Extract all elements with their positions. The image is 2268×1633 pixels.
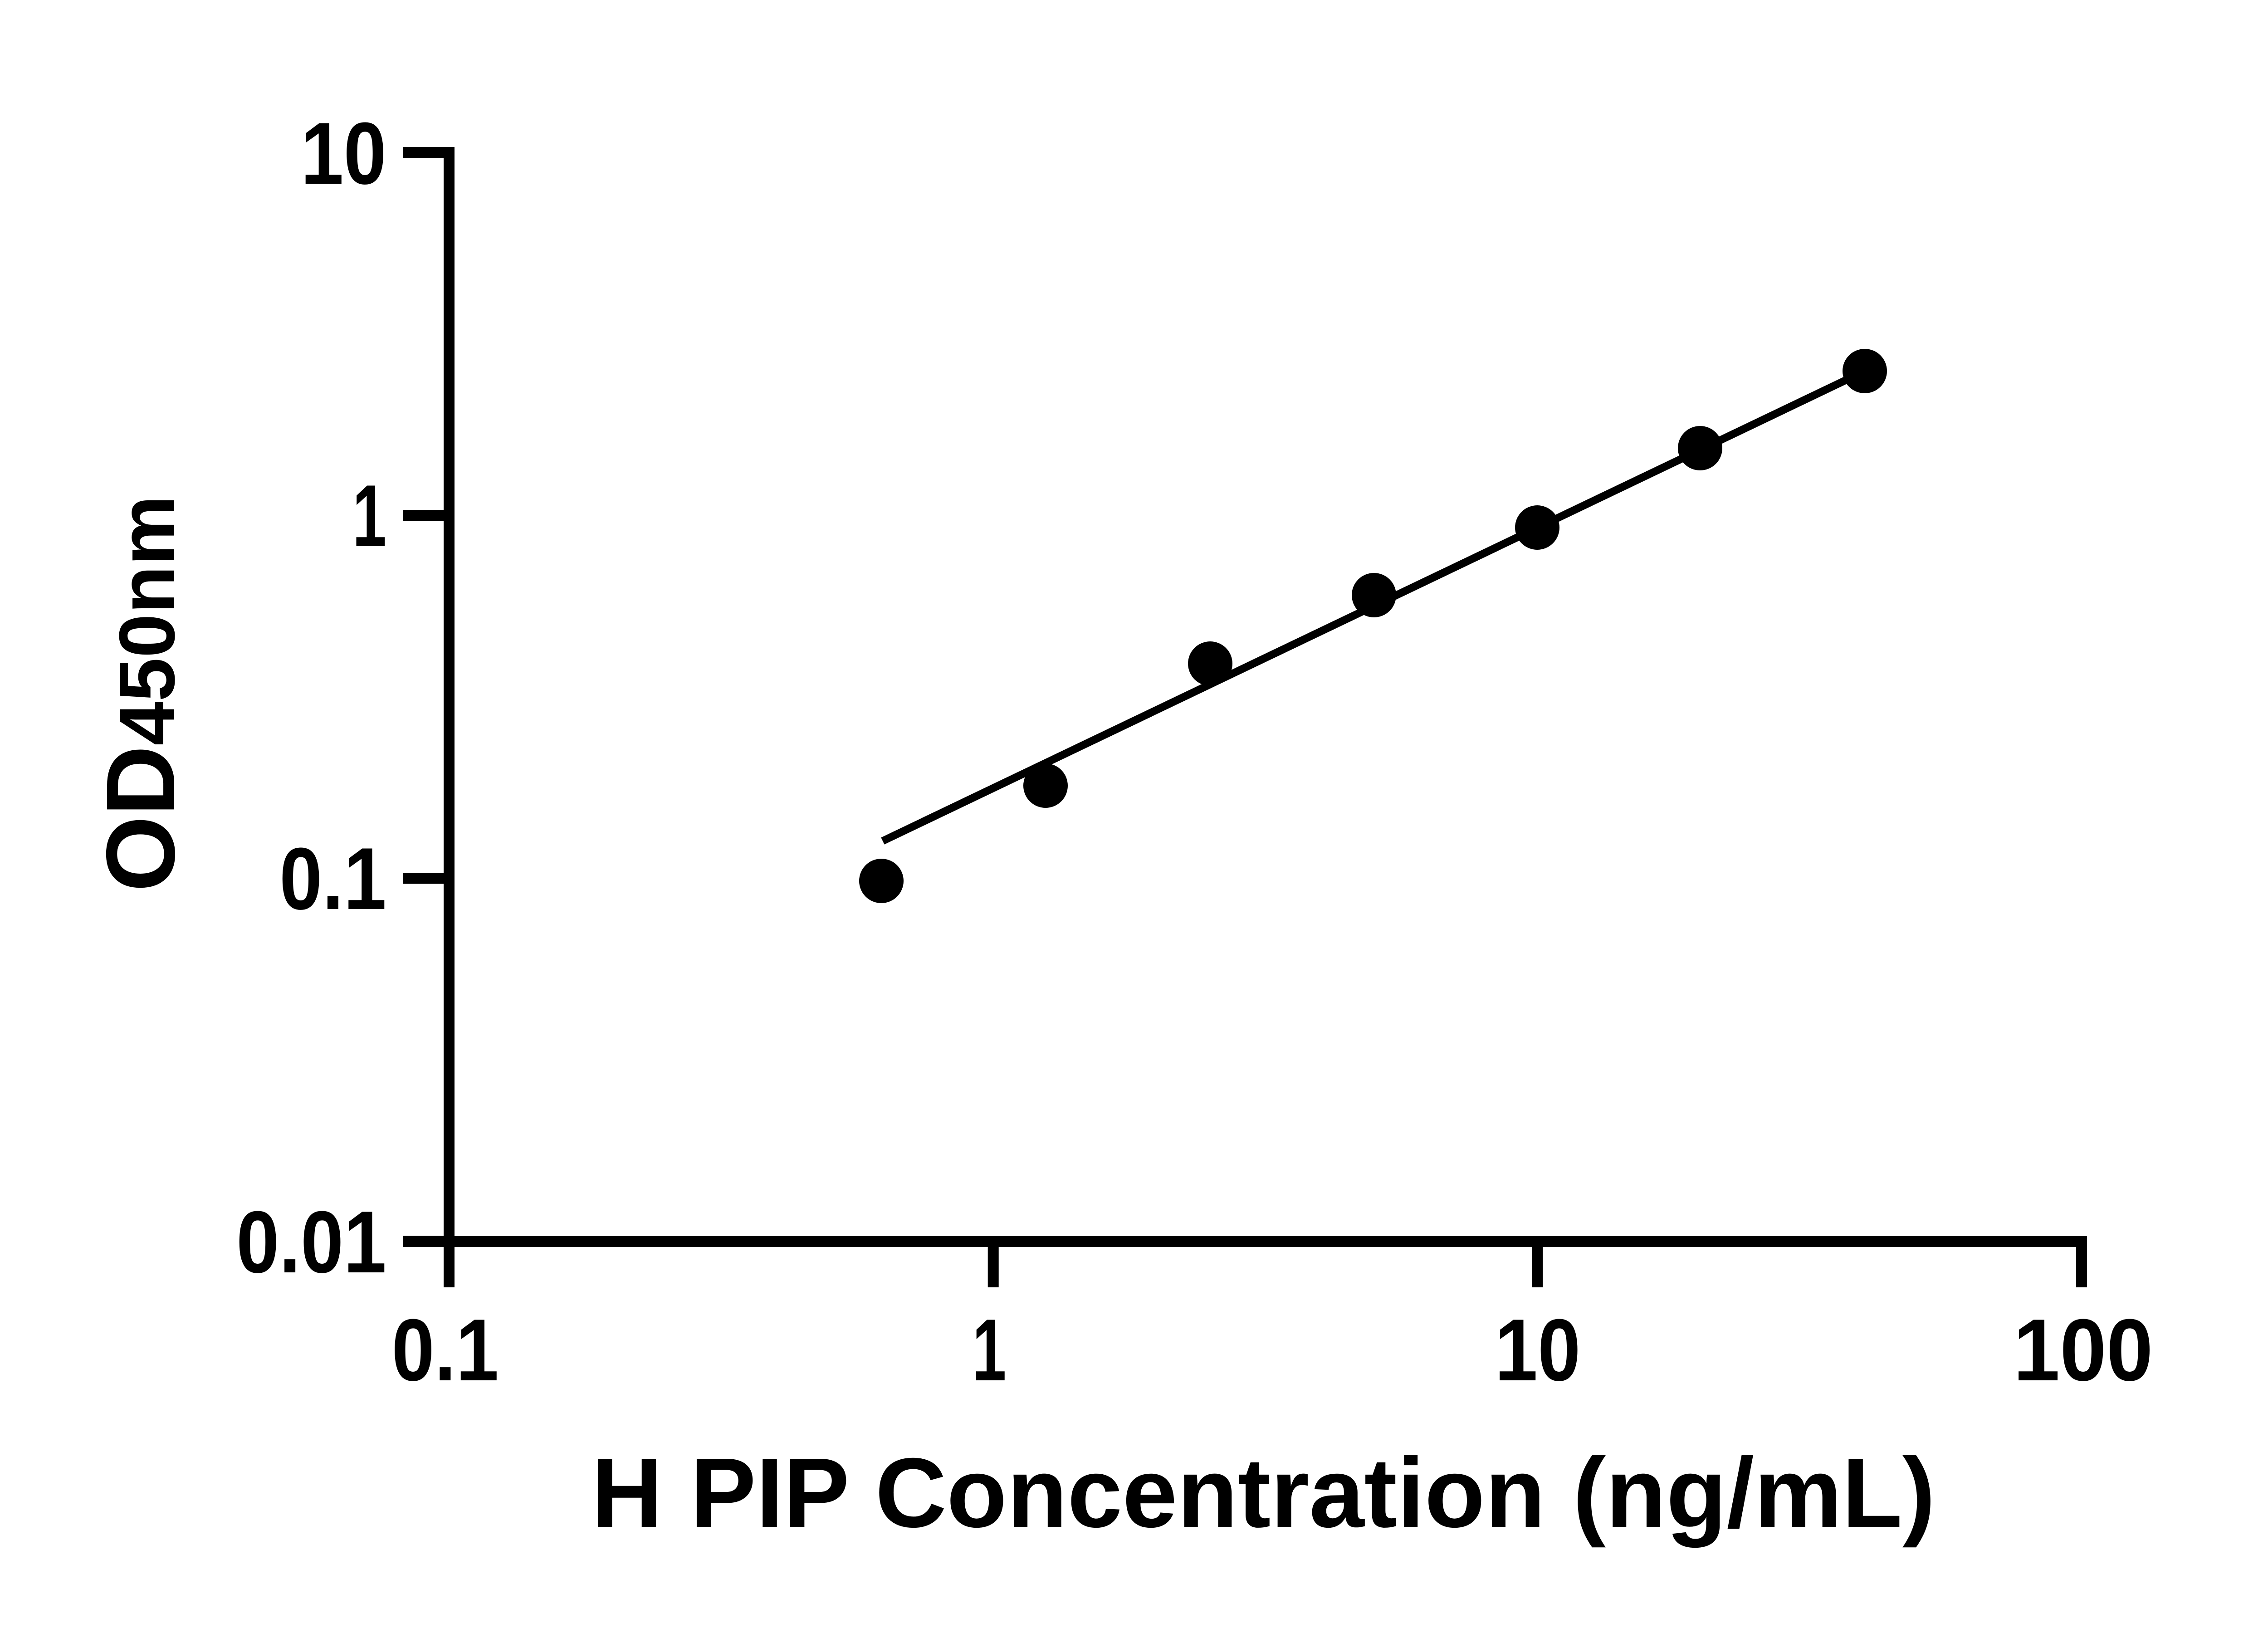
svg-text:OD450nm: OD450nm (86, 495, 195, 892)
svg-text:100: 100 (2014, 1301, 2153, 1399)
svg-text:0.01: 0.01 (236, 1193, 386, 1291)
svg-text:1: 1 (352, 467, 386, 565)
svg-text:10: 10 (301, 104, 386, 203)
svg-text:1: 1 (973, 1301, 1007, 1399)
svg-text:H PIP Concentration (ng/mL): H PIP Concentration (ng/mL) (591, 1438, 1935, 1548)
svg-text:10: 10 (1495, 1301, 1581, 1399)
svg-text:0.1: 0.1 (392, 1301, 499, 1399)
svg-text:0.1: 0.1 (279, 830, 386, 928)
